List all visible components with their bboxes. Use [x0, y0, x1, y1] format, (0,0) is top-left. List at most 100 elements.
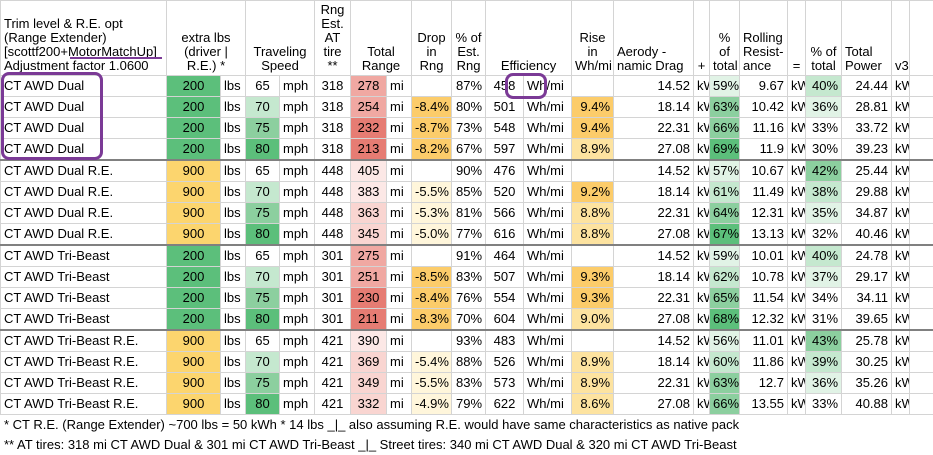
header-total-range: Total Range — [351, 1, 412, 76]
cell-pct-total-roll: 31% — [806, 309, 842, 331]
cell-extra-lbs: 900 — [167, 203, 221, 224]
cell-kw-unit: kW — [788, 330, 806, 352]
cell-pct-est: 87% — [452, 76, 486, 97]
cell-aero-drag: 27.08 — [614, 224, 694, 246]
cell-total-range: 251 — [351, 267, 387, 288]
cell-trim: CT AWD Tri-Beast — [1, 267, 167, 288]
footnote-1: * CT R.E. (Range Extender) ~700 lbs = 50… — [0, 415, 933, 435]
cell-lbs-unit: lbs — [221, 309, 246, 331]
cell-mph-unit: mph — [280, 76, 315, 97]
cell-pct-total-aero: 62% — [710, 267, 740, 288]
cell-trim: CT AWD Dual R.E. — [1, 224, 167, 246]
cell-total-range: 383 — [351, 182, 387, 203]
cell-drop — [412, 245, 452, 267]
cell-total-power: 40.88 — [842, 394, 892, 415]
cell-pct-total-aero: 69% — [710, 139, 740, 161]
cell-kw-unit: kW — [694, 203, 710, 224]
cell-speed: 75 — [246, 118, 280, 139]
cell-rng-est: 301 — [315, 288, 351, 309]
cell-rng-est: 448 — [315, 160, 351, 182]
cell-total-power: 34.11 — [842, 288, 892, 309]
cell-rolling-resistance: 10.42 — [740, 97, 788, 118]
cell-empty — [910, 118, 933, 139]
cell-whmi-unit: Wh/mi — [524, 76, 572, 97]
cell-kw-unit: kW — [892, 373, 910, 394]
header-pct-est-rng: % of Est. Rng — [452, 1, 486, 76]
cell-drop: -5.4% — [412, 352, 452, 373]
cell-total-range: 232 — [351, 118, 387, 139]
header-total-power: Total Power — [842, 1, 892, 76]
cell-rng-est: 421 — [315, 330, 351, 352]
cell-mi-unit: mi — [387, 224, 412, 246]
cell-whmi-unit: Wh/mi — [524, 288, 572, 309]
cell-efficiency: 622 — [486, 394, 524, 415]
cell-lbs-unit: lbs — [221, 203, 246, 224]
cell-trim: CT AWD Tri-Beast — [1, 245, 167, 267]
cell-pct-est: 85% — [452, 182, 486, 203]
cell-extra-lbs: 200 — [167, 139, 221, 161]
cell-efficiency: 507 — [486, 267, 524, 288]
cell-rise: 9.4% — [572, 118, 614, 139]
cell-pct-total-roll: 39% — [806, 352, 842, 373]
cell-speed: 75 — [246, 203, 280, 224]
cell-speed: 70 — [246, 267, 280, 288]
cell-whmi-unit: Wh/mi — [524, 97, 572, 118]
cell-lbs-unit: lbs — [221, 160, 246, 182]
cell-pct-total-roll: 38% — [806, 182, 842, 203]
cell-speed: 70 — [246, 182, 280, 203]
cell-extra-lbs: 900 — [167, 373, 221, 394]
header-equals: = — [788, 1, 806, 76]
cell-mph-unit: mph — [280, 118, 315, 139]
cell-kw-unit: kW — [892, 245, 910, 267]
cell-pct-est: 93% — [452, 330, 486, 352]
footnote-2: ** AT tires: 318 mi CT AWD Dual & 301 mi… — [0, 435, 933, 455]
cell-pct-total-roll: 33% — [806, 118, 842, 139]
cell-total-range: 275 — [351, 245, 387, 267]
cell-whmi-unit: Wh/mi — [524, 309, 572, 331]
cell-aero-drag: 27.08 — [614, 139, 694, 161]
cell-pct-total-aero: 61% — [710, 182, 740, 203]
cell-whmi-unit: Wh/mi — [524, 394, 572, 415]
cell-mi-unit: mi — [387, 288, 412, 309]
cell-extra-lbs: 900 — [167, 352, 221, 373]
cell-extra-lbs: 200 — [167, 288, 221, 309]
cell-total-power: 24.78 — [842, 245, 892, 267]
cell-kw-unit: kW — [788, 373, 806, 394]
header-row: Trim level & R.E. opt (Range Extender) [… — [1, 1, 933, 76]
cell-total-power: 29.88 — [842, 182, 892, 203]
cell-extra-lbs: 900 — [167, 394, 221, 415]
cell-pct-total-roll: 36% — [806, 97, 842, 118]
cell-kw-unit: kW — [694, 373, 710, 394]
header-aero-drag: Aerody -namic Drag — [614, 1, 694, 76]
cell-extra-lbs: 200 — [167, 118, 221, 139]
cell-rng-est: 318 — [315, 118, 351, 139]
cell-mi-unit: mi — [387, 97, 412, 118]
cell-speed: 65 — [246, 160, 280, 182]
cell-drop: -5.3% — [412, 203, 452, 224]
cell-lbs-unit: lbs — [221, 394, 246, 415]
cell-rolling-resistance: 13.55 — [740, 394, 788, 415]
cell-mi-unit: mi — [387, 76, 412, 97]
header-pct-total-roll: % of total — [806, 1, 842, 76]
cell-pct-est: 81% — [452, 203, 486, 224]
cell-lbs-unit: lbs — [221, 330, 246, 352]
header-rng-est: Rng Est. AT tire ** — [315, 1, 351, 76]
cell-pct-total-roll: 36% — [806, 373, 842, 394]
header-v3: v3 — [892, 1, 910, 76]
cell-rolling-resistance: 13.13 — [740, 224, 788, 246]
cell-extra-lbs: 200 — [167, 97, 221, 118]
cell-extra-lbs: 900 — [167, 224, 221, 246]
cell-aero-drag: 18.14 — [614, 97, 694, 118]
cell-rng-est: 421 — [315, 394, 351, 415]
cell-pct-total-roll: 33% — [806, 394, 842, 415]
cell-total-power: 33.72 — [842, 118, 892, 139]
cell-empty — [910, 182, 933, 203]
cell-total-range: 405 — [351, 160, 387, 182]
cell-mph-unit: mph — [280, 139, 315, 161]
cell-mi-unit: mi — [387, 352, 412, 373]
cell-rolling-resistance: 9.67 — [740, 76, 788, 97]
cell-rolling-resistance: 11.01 — [740, 330, 788, 352]
cell-kw-unit: kW — [694, 118, 710, 139]
